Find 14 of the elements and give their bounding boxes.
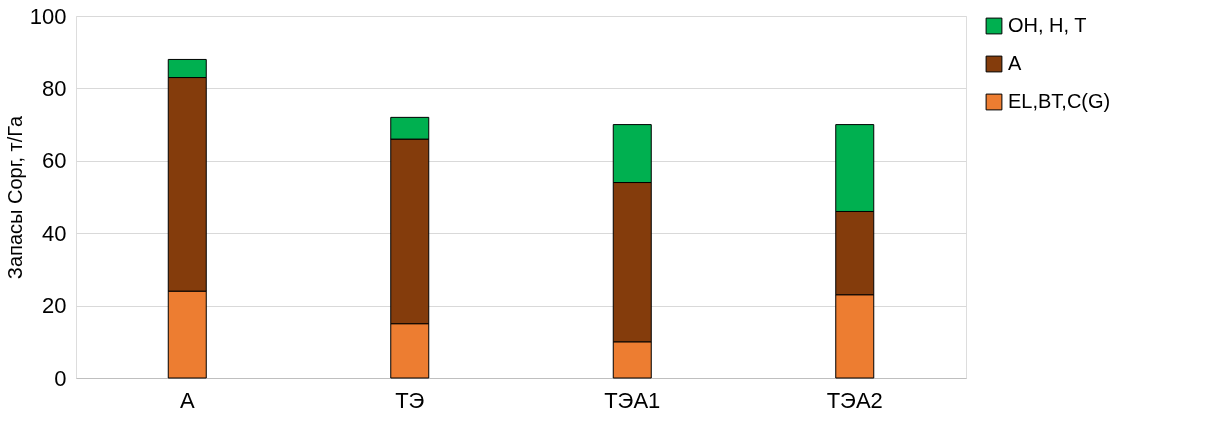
y-tick-label: 80 — [42, 75, 67, 101]
legend-label: OH, H, T — [1008, 14, 1087, 36]
y-tick-label: 0 — [54, 365, 67, 391]
x-tick-label: ТЭА1 — [604, 387, 661, 413]
y-axis-title: Запасы Сорг, т/Га — [3, 114, 26, 280]
x-tick-label: ТЭ — [395, 387, 425, 413]
y-tick-label: 40 — [42, 220, 67, 246]
x-tick-label: ТЭА2 — [826, 387, 883, 413]
y-tick-label: 60 — [42, 148, 67, 174]
legend-label: A — [1008, 52, 1022, 74]
y-tick-label: 20 — [42, 293, 67, 319]
legend-label: EL,BT,C(G) — [1008, 90, 1111, 112]
x-tick-label: А — [179, 387, 195, 413]
y-tick-label: 100 — [29, 3, 67, 29]
